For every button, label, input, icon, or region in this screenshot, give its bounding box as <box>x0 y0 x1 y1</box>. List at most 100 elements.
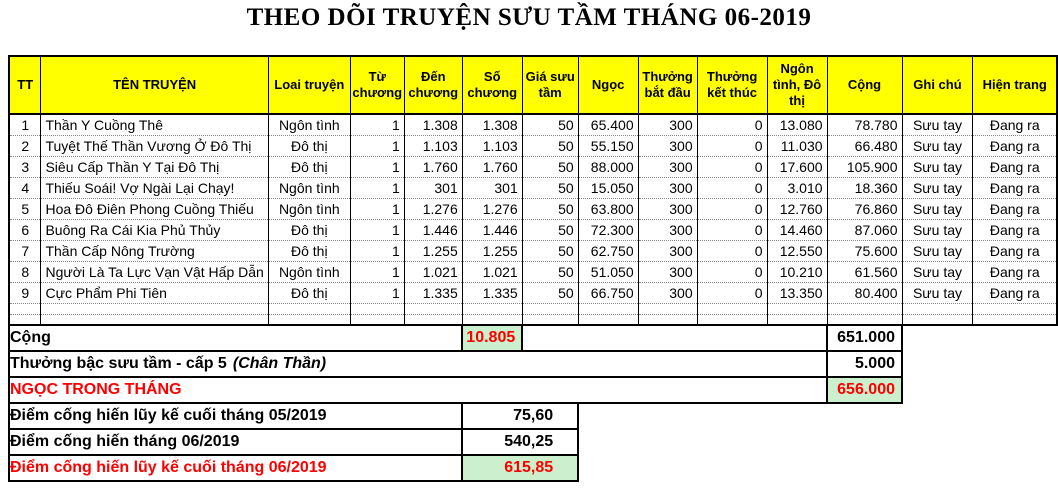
rank-bonus-label-italic: (Chân Thần) <box>232 355 327 372</box>
cell-tt: 4 <box>8 176 42 198</box>
cell-story-name: Siêu Cấp Thần Y Tại Đô Thị <box>40 155 269 177</box>
table-row: 6 Buông Ra Cái Kia Phủ Thủy Đô thị 1 1.4… <box>8 218 1058 240</box>
page-title: THEO DÕI TRUYỆN SƯU TẦM THÁNG 06-2019 <box>246 4 812 31</box>
summary-row-total: Cộng 10.805 651.000 <box>7 324 1057 352</box>
cell-ngoc: 62.750 <box>577 239 639 261</box>
cell-genre-bonus: 3.010 <box>766 176 828 198</box>
spacer <box>902 325 1057 351</box>
cell-price: 50 <box>521 218 579 240</box>
cell-chapter-count: 1.760 <box>461 155 523 177</box>
points-prev-label: Điểm cống hiến lũy kế cuối tháng 05/2019 <box>7 402 464 430</box>
cell-genre-bonus: 13.350 <box>766 281 828 303</box>
cell-price: 50 <box>521 281 579 303</box>
cell-from-chapter: 1 <box>349 155 405 177</box>
cell-from-chapter: 1 <box>349 176 405 198</box>
cell-status: Đang ra <box>972 197 1058 219</box>
cell-genre-bonus: 10.210 <box>766 260 828 282</box>
cell-price: 50 <box>521 260 579 282</box>
cell-genre-bonus: 12.550 <box>766 239 828 261</box>
cell-story-name: Hoa Đô Điên Phong Cuồng Thiếu <box>40 197 269 219</box>
cell-status: Đang ra <box>972 218 1058 240</box>
table-row: 4 Thiếu Soái! Vợ Ngài Lại Chạy! Ngôn tìn… <box>8 176 1058 198</box>
points-cum-value: 615,85 <box>461 454 580 482</box>
cell-genre: Đô thị <box>267 155 351 177</box>
col-header-story-name: TÊN TRUYỆN <box>40 55 269 115</box>
cell-chapter-count: 301 <box>461 176 523 198</box>
summary-total-spacer <box>521 324 829 352</box>
cell-tt: 6 <box>8 218 42 240</box>
cell-genre-bonus: 12.760 <box>766 197 828 219</box>
cell-bonus-end: 0 <box>696 239 768 261</box>
cell-bonus-end: 0 <box>696 176 768 198</box>
col-header-ngoc: Ngọc <box>577 55 639 115</box>
cell-story-name: Thần Y Cuồng Thê <box>40 113 269 135</box>
cell-total: 76.860 <box>826 197 903 219</box>
cell-chapter-count: 1.446 <box>461 218 523 240</box>
col-header-genre: Loai truyện <box>267 55 351 115</box>
cell-genre-bonus: 14.460 <box>766 218 828 240</box>
spacer <box>578 429 1057 455</box>
table-row: 9 Cực Phẩm Phi Tiên Đô thị 1 1.335 1.335… <box>8 281 1058 303</box>
cell-total: 75.600 <box>826 239 903 261</box>
points-cum-label: Điểm cống hiến lũy kế cuối tháng 06/2019 <box>7 454 464 482</box>
cell-story-name: Buông Ra Cái Kia Phủ Thủy <box>40 218 269 240</box>
empty-row <box>8 302 1058 314</box>
cell-story-name: Cực Phẩm Phi Tiên <box>40 281 269 303</box>
cell-genre-bonus: 11.030 <box>766 134 828 156</box>
cell-to-chapter: 1.103 <box>403 134 463 156</box>
cell-ngoc: 72.300 <box>577 218 639 240</box>
cell-genre: Ngôn tình <box>267 113 351 135</box>
cell-total: 78.780 <box>826 113 903 135</box>
summary-row-month-total: NGỌC TRONG THÁNG 656.000 <box>7 376 1057 404</box>
cell-genre-bonus: 13.080 <box>766 113 828 135</box>
col-header-to-chapter: Đến chương <box>403 55 463 115</box>
cell-bonus-end: 0 <box>696 134 768 156</box>
cell-status: Đang ra <box>972 281 1058 303</box>
cell-from-chapter: 1 <box>349 260 405 282</box>
cell-to-chapter: 1.255 <box>403 239 463 261</box>
cell-chapter-count: 1.255 <box>461 239 523 261</box>
cell-note: Sưu tay <box>901 281 974 303</box>
cell-bonus-end: 0 <box>696 197 768 219</box>
cell-tt: 5 <box>8 197 42 219</box>
cell-tt: 9 <box>8 281 42 303</box>
cell-price: 50 <box>521 239 579 261</box>
cell-chapter-count: 1.308 <box>461 113 523 135</box>
cell-ngoc: 15.050 <box>577 176 639 198</box>
summary-total-label: Cộng <box>7 324 464 352</box>
spacer <box>578 403 1057 429</box>
cell-total: 66.480 <box>826 134 903 156</box>
table-row: 5 Hoa Đô Điên Phong Cuồng Thiếu Ngôn tìn… <box>8 197 1058 219</box>
cell-genre: Ngôn tình <box>267 176 351 198</box>
cell-bonus-start: 300 <box>637 113 698 135</box>
cell-to-chapter: 1.335 <box>403 281 463 303</box>
points-month-value: 540,25 <box>461 428 580 456</box>
summary-chapters-total: 10.805 <box>461 324 524 352</box>
cell-price: 50 <box>521 155 579 177</box>
cell-genre: Ngôn tình <box>267 197 351 219</box>
cell-total: 87.060 <box>826 218 903 240</box>
summary-row-points-prev: Điểm cống hiến lũy kế cuối tháng 05/2019… <box>7 402 1057 430</box>
rank-bonus-label: Thưởng bậc sưu tầm - cấp 5 (Chân Thần) <box>7 350 829 378</box>
cell-status: Đang ra <box>972 155 1058 177</box>
cell-genre: Đô thị <box>267 239 351 261</box>
rank-bonus-label-text: Thưởng bậc sưu tầm - cấp 5 <box>10 355 227 372</box>
cell-ngoc: 51.050 <box>577 260 639 282</box>
cell-tt: 3 <box>8 155 42 177</box>
spacer <box>902 351 1057 377</box>
rank-bonus-value: 5.000 <box>826 350 903 378</box>
cell-note: Sưu tay <box>901 218 974 240</box>
cell-from-chapter: 1 <box>349 197 405 219</box>
cell-ngoc: 55.150 <box>577 134 639 156</box>
cell-bonus-end: 0 <box>696 260 768 282</box>
cell-story-name: Tuyệt Thế Thần Vương Ở Đô Thị <box>40 134 269 156</box>
points-month-label: Điểm cống hiến tháng 06/2019 <box>7 428 464 456</box>
cell-status: Đang ra <box>972 134 1058 156</box>
empty-row <box>8 313 1058 326</box>
cell-genre: Đô thị <box>267 281 351 303</box>
cell-genre: Đô thị <box>267 218 351 240</box>
cell-total: 105.900 <box>826 155 903 177</box>
cell-bonus-end: 0 <box>696 281 768 303</box>
cell-ngoc: 88.000 <box>577 155 639 177</box>
col-header-tt: TT <box>8 55 42 115</box>
